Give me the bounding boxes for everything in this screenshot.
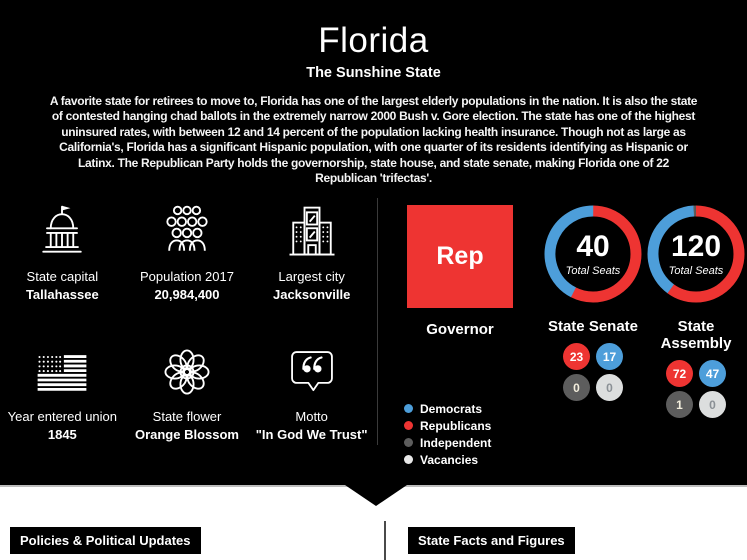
governor-label: Governor xyxy=(426,321,494,338)
section-header-policies: Policies & Political Updates xyxy=(10,527,201,554)
donut-chart-svg xyxy=(647,205,745,303)
state-facts-grid: State capital Tallahassee xyxy=(0,190,374,470)
legend-item-independent: Independent xyxy=(404,434,491,451)
donut-center: 40 Total Seats xyxy=(544,205,642,303)
state-overview-hero: Florida The Sunshine State A favorite st… xyxy=(0,0,747,487)
total-seats-value: 120 xyxy=(670,229,722,263)
people-icon xyxy=(155,200,219,264)
donut-segment xyxy=(647,205,745,303)
state-description: A favorite state for retirees to move to… xyxy=(49,93,698,186)
state-senate-chart: 40 Total Seats State Senate 23 17 0 0 xyxy=(541,205,645,401)
fact-label: Population 2017 xyxy=(140,269,234,284)
city-icon xyxy=(280,200,344,264)
independent-color-dot xyxy=(404,438,413,447)
seat-count-badge: 0 xyxy=(596,374,623,401)
seat-count-badge: 72 xyxy=(666,360,693,387)
total-seats-label: Total Seats xyxy=(565,264,621,277)
seat-count-badge: 17 xyxy=(596,343,623,370)
vacancies-color-dot xyxy=(404,455,413,464)
fact-value: Orange Blossom xyxy=(134,427,239,442)
donut-segment xyxy=(544,205,642,303)
fact-label: State flower xyxy=(152,409,222,424)
seat-count-badge: 23 xyxy=(563,343,590,370)
legend-label: Independent xyxy=(420,435,492,450)
fact-motto: Motto "In God We Trust" xyxy=(249,330,374,470)
fact-label: Year entered union xyxy=(7,409,118,424)
senate-donut: 40 Total Seats xyxy=(544,205,642,303)
legend-item-republicans: Republicans xyxy=(404,417,491,434)
governor-section: Rep Governor xyxy=(407,205,513,338)
legend-label: Vacancies xyxy=(420,452,479,467)
seat-count-badge: 0 xyxy=(699,391,726,418)
state-assembly-chart: 120 Total Seats State Assembly 72 47 1 0 xyxy=(645,205,747,418)
fact-value: Tallahassee xyxy=(25,287,99,302)
fact-value: Jacksonville xyxy=(272,287,351,302)
total-seats-label: Total Seats xyxy=(668,264,724,277)
fact-label: Largest city xyxy=(278,269,345,284)
scroll-down-arrow xyxy=(345,485,407,506)
capitol-icon xyxy=(30,200,94,264)
fact-largest-city: Largest city Jacksonville xyxy=(249,190,374,330)
fact-year-entered-union: Year entered union 1845 xyxy=(0,330,125,470)
section-header-facts: State Facts and Figures xyxy=(408,527,575,554)
hero-vertical-divider xyxy=(377,198,378,445)
democrats-color-dot xyxy=(404,404,413,413)
donut-segment xyxy=(647,205,745,303)
donut-segment xyxy=(647,205,745,303)
fact-population: Population 2017 20,984,400 xyxy=(125,190,250,330)
legend-label: Republicans xyxy=(420,418,492,433)
total-seats-value: 40 xyxy=(576,229,610,263)
fact-value: 1845 xyxy=(47,427,77,442)
fact-state-capital: State capital Tallahassee xyxy=(0,190,125,330)
legend-item-vacancies: Vacancies xyxy=(404,451,491,468)
chart-title: State Assembly xyxy=(660,318,732,352)
legend-label: Democrats xyxy=(420,401,483,416)
fact-state-flower: State flower Orange Blossom xyxy=(125,330,250,470)
assembly-donut: 120 Total Seats xyxy=(647,205,745,303)
seat-count-badge: 1 xyxy=(666,391,693,418)
state-nickname: The Sunshine State xyxy=(306,64,441,81)
quote-icon xyxy=(280,340,344,404)
assembly-seat-badges: 72 47 1 0 xyxy=(645,360,747,418)
fact-value: "In God We Trust" xyxy=(255,427,368,442)
governor-party-box: Rep xyxy=(407,205,513,308)
republicans-color-dot xyxy=(404,421,413,430)
fact-label: State capital xyxy=(26,269,99,284)
donut-chart-svg xyxy=(544,205,642,303)
party-legend: Democrats Republicans Independent Vacanc… xyxy=(404,400,491,468)
page-title: Florida xyxy=(318,21,429,60)
seat-count-badge: 0 xyxy=(563,374,590,401)
chart-title: State Senate xyxy=(547,318,639,335)
seat-count-badge: 47 xyxy=(699,360,726,387)
fact-value: 20,984,400 xyxy=(154,287,220,302)
senate-seat-badges: 23 17 0 0 xyxy=(541,343,645,401)
fact-label: Motto xyxy=(295,409,328,424)
legend-item-democrats: Democrats xyxy=(404,400,491,417)
us-flag-icon xyxy=(30,340,94,404)
donut-center: 120 Total Seats xyxy=(647,205,745,303)
flower-icon xyxy=(155,340,219,404)
footer-vertical-divider xyxy=(384,521,386,560)
